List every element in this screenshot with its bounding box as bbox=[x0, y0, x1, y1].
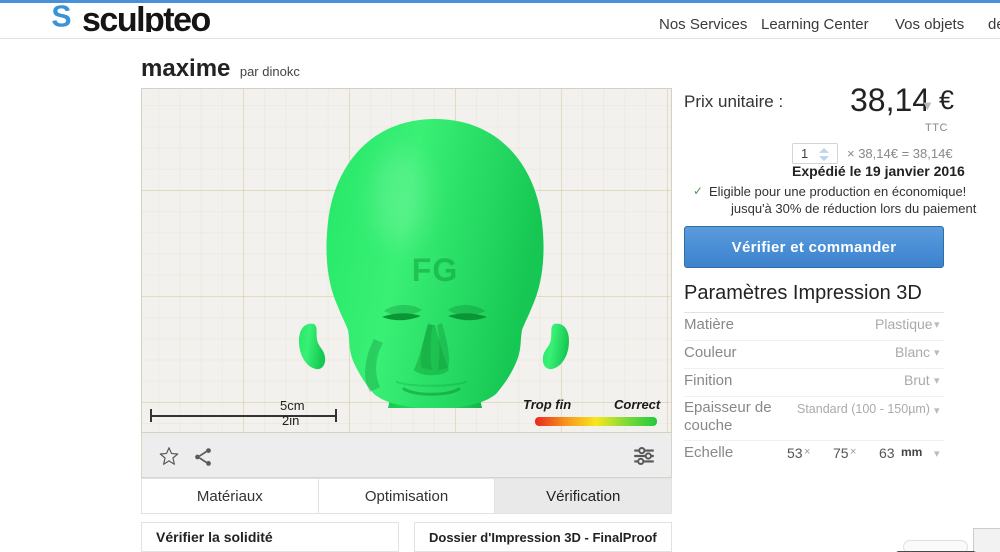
svg-text:FG: FG bbox=[412, 252, 458, 288]
svg-text:S: S bbox=[51, 5, 71, 32]
